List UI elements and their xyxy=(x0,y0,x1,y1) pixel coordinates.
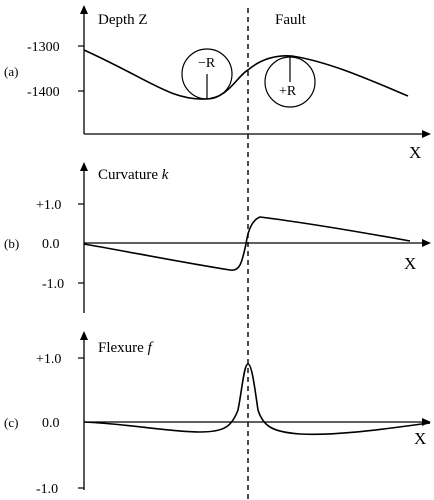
panel-c: Flexure f (c) +1.0 0.0 -1.0 X xyxy=(4,331,431,497)
panel-a: Depth Z (a) -1300 -1400 −R +R X xyxy=(4,5,431,162)
panel-b-tick-label-plus1: +1.0 xyxy=(36,198,61,213)
panel-b-tag: (b) xyxy=(4,236,19,251)
positive-radius-label: +R xyxy=(279,84,297,99)
panel-c-ylabel-var: f xyxy=(148,340,154,356)
panel-c-y-arrow xyxy=(80,331,88,340)
panel-a-xlabel: X xyxy=(409,143,421,162)
fault-label: Fault xyxy=(275,12,307,28)
panel-b-xlabel: X xyxy=(404,254,416,273)
panel-b: Curvature k (b) +1.0 0.0 -1.0 X xyxy=(4,162,431,313)
panel-b-tick-label-0: 0.0 xyxy=(42,237,60,252)
panel-c-tag: (c) xyxy=(4,415,18,430)
panel-a-x-arrow xyxy=(422,130,431,138)
panel-b-x-arrow xyxy=(422,239,431,247)
negative-radius-label: −R xyxy=(198,56,216,71)
panel-c-xlabel: X xyxy=(414,429,426,448)
panel-c-tick-label-minus1: -1.0 xyxy=(36,482,58,497)
panel-b-curvature-curve xyxy=(83,216,411,271)
panel-b-y-arrow xyxy=(80,162,88,171)
panel-b-ylabel: Curvature k xyxy=(98,167,169,183)
panel-c-tick-label-plus1: +1.0 xyxy=(36,352,61,367)
panel-b-ylabel-var: k xyxy=(162,167,169,183)
panel-c-flexure-curve xyxy=(83,363,431,436)
panel-c-x-arrow xyxy=(422,418,431,426)
panel-b-ylabel-main: Curvature xyxy=(98,167,162,183)
panel-b-tick-label-minus1: -1.0 xyxy=(42,277,64,292)
panel-c-ylabel: Flexure f xyxy=(98,340,154,356)
panel-c-ylabel-main: Flexure xyxy=(98,340,148,356)
panel-a-tick-label-1300: -1300 xyxy=(27,40,60,55)
panel-a-tag: (a) xyxy=(4,64,18,79)
panel-c-tick-label-0: 0.0 xyxy=(42,416,60,431)
panel-a-depth-curve xyxy=(83,49,409,100)
panel-a-y-arrow xyxy=(80,5,88,14)
panel-a-ylabel: Depth Z xyxy=(98,12,148,28)
panel-a-tick-label-1400: -1400 xyxy=(27,85,60,100)
